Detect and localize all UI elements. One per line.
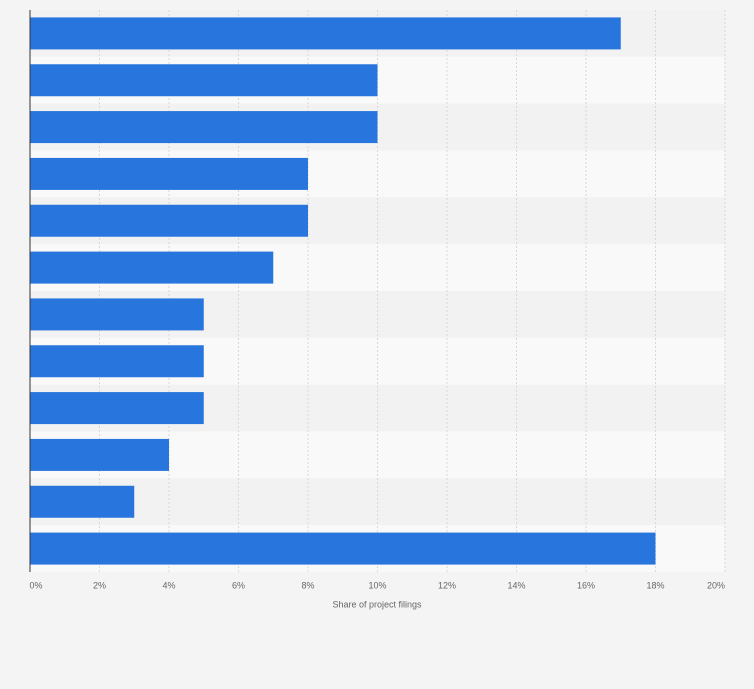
bar [30,532,656,565]
x-tick-label: 14% [507,580,525,590]
bar [30,204,308,237]
bar [30,64,378,97]
bar [30,298,204,331]
x-tick-label: 12% [438,580,456,590]
bar [30,485,135,518]
bar [30,157,308,190]
bar [30,111,378,144]
bar [30,392,204,425]
bar [30,345,204,378]
x-tick-label: 18% [646,580,664,590]
x-tick-label: 6% [232,580,245,590]
x-tick-label: 20% [707,580,725,590]
bar [30,438,169,471]
x-tick-label: 0% [29,580,42,590]
x-tick-label: 2% [93,580,106,590]
bar [30,251,274,284]
x-tick-label: 8% [301,580,314,590]
x-axis-label: Share of project filings [332,599,422,609]
x-tick-label: 10% [368,580,386,590]
bar [30,17,621,50]
x-tick-label: 16% [577,580,595,590]
x-tick-label: 4% [162,580,175,590]
